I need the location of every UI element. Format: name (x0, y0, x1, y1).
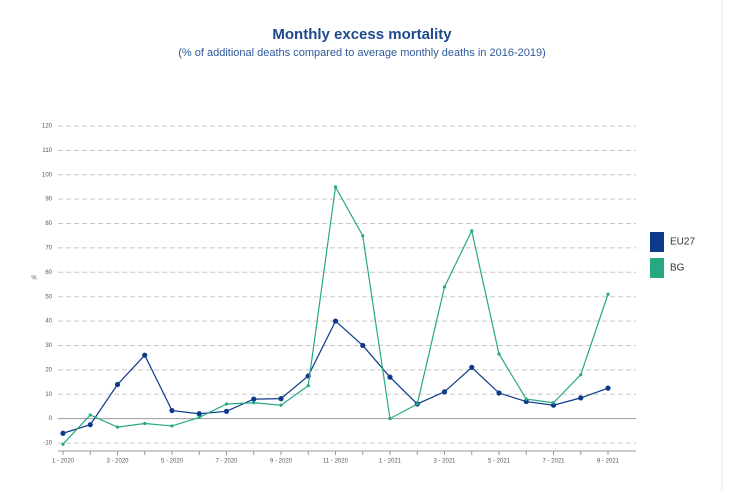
point (142, 352, 148, 358)
legend-label: EU27 (670, 237, 695, 248)
x-tick-label: 5 - 2021 (488, 459, 511, 465)
point (523, 398, 529, 405)
point (60, 430, 66, 436)
point (550, 402, 557, 408)
point (605, 385, 611, 391)
y-tick-label: 60 (45, 270, 52, 276)
point (360, 342, 366, 349)
legend-swatch (650, 232, 664, 252)
x-tick-label: 1 - 2020 (52, 459, 75, 465)
x-tick-label: 9 - 2021 (597, 459, 620, 465)
chart-title: Monthly excess mortality (272, 26, 452, 43)
x-tick-label: 7 - 2021 (542, 459, 565, 465)
y-tick-label: 90 (45, 197, 52, 203)
x-tick-label: 11 - 2020 (323, 459, 349, 465)
point (332, 318, 339, 324)
x-tick-label: 5 - 2020 (161, 459, 184, 465)
point (441, 389, 448, 395)
point (252, 401, 256, 405)
point (333, 185, 338, 189)
point (497, 352, 501, 356)
point (551, 401, 556, 405)
point (442, 285, 447, 289)
point (279, 403, 283, 407)
point (224, 402, 229, 406)
y-tick-label: 50 (45, 294, 52, 300)
legend-label: BG (670, 263, 685, 274)
y-tick-label: 110 (42, 148, 52, 154)
y-tick-label: 70 (45, 246, 52, 252)
point (88, 413, 92, 417)
point (415, 402, 419, 406)
point (143, 421, 147, 426)
legend-swatch (650, 258, 664, 278)
point (170, 424, 174, 428)
point (223, 408, 230, 414)
point (251, 396, 257, 402)
point (115, 425, 120, 429)
x-tick-label: 3 - 2021 (433, 459, 456, 465)
y-tick-label: 80 (45, 221, 52, 227)
y-tick-label: 40 (45, 319, 52, 325)
point (524, 397, 528, 401)
point (197, 415, 201, 419)
chart-subtitle: (% of additional deaths compared to aver… (178, 47, 546, 59)
x-tick-label: 7 - 2020 (215, 459, 238, 465)
point (87, 422, 93, 428)
point (61, 442, 65, 446)
point (278, 396, 284, 402)
y-tick-label: 10 (45, 392, 52, 398)
y-tick-label: 30 (45, 343, 52, 349)
x-tick-label: 3 - 2020 (106, 459, 129, 465)
y-tick-label: 120 (42, 124, 53, 130)
point (306, 384, 310, 388)
x-tick-label: 9 - 2020 (270, 459, 293, 465)
y-tick-label: -10 (43, 441, 52, 447)
y-axis-label: % (31, 276, 37, 282)
point (469, 364, 475, 371)
point (606, 292, 610, 296)
y-tick-label: 20 (45, 367, 52, 373)
point (578, 395, 584, 401)
point (388, 417, 392, 421)
point (114, 381, 121, 388)
point (496, 390, 502, 396)
point (470, 229, 474, 233)
point (169, 407, 175, 414)
x-tick-label: 1 - 2021 (379, 459, 402, 465)
point (387, 374, 393, 380)
point (196, 411, 202, 417)
y-tick-label: 0 (49, 416, 53, 422)
point (579, 373, 583, 377)
point (361, 234, 365, 238)
y-tick-label: 100 (42, 172, 53, 178)
